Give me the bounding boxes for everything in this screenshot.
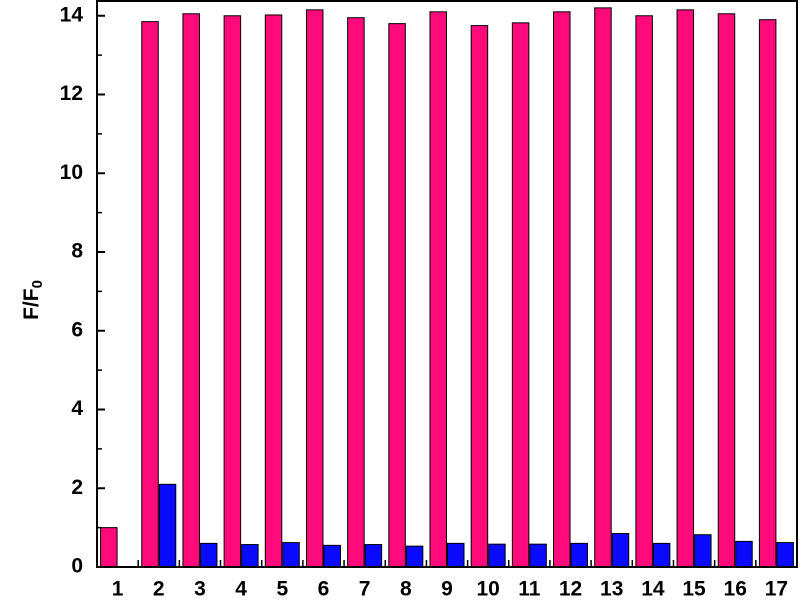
y-axis-label-main: F/F xyxy=(20,288,43,320)
bar xyxy=(594,7,612,568)
bar xyxy=(758,19,777,568)
bar xyxy=(429,11,447,568)
bar xyxy=(717,13,736,568)
bar xyxy=(447,542,465,568)
y-tick-label: 2 xyxy=(71,476,83,499)
bar xyxy=(511,22,530,568)
bar xyxy=(282,542,300,568)
x-tick-label: 14 xyxy=(641,578,665,601)
bar xyxy=(694,534,712,568)
bar xyxy=(347,17,365,568)
y-axis-label: F/F0 xyxy=(20,280,46,320)
y-tick-label: 14 xyxy=(60,3,84,26)
y-tick-label: 8 xyxy=(71,240,83,263)
x-tick-label: 3 xyxy=(194,578,206,601)
x-tick-label: 11 xyxy=(518,578,541,601)
x-tick-label: 6 xyxy=(318,578,330,601)
bar xyxy=(470,25,489,568)
bar xyxy=(553,11,571,568)
bar xyxy=(652,542,671,568)
bar xyxy=(323,544,341,568)
y-tick-label: 6 xyxy=(71,318,83,341)
bar xyxy=(264,14,283,568)
bar xyxy=(364,544,383,568)
y-tick-label: 12 xyxy=(60,82,83,105)
bar xyxy=(611,533,630,568)
bar xyxy=(529,543,547,568)
x-tick-label: 4 xyxy=(235,578,247,601)
bar xyxy=(676,9,695,568)
bar xyxy=(141,21,159,568)
x-tick-label: 15 xyxy=(682,578,706,601)
y-axis-label-subscript: 0 xyxy=(29,280,46,288)
bar xyxy=(488,543,506,568)
bar xyxy=(735,540,753,568)
x-tick-label: 16 xyxy=(724,578,747,601)
bar xyxy=(570,542,589,568)
bar xyxy=(388,23,406,568)
bar xyxy=(223,15,242,568)
bar xyxy=(405,545,424,568)
bar xyxy=(241,544,259,568)
bar xyxy=(635,15,653,568)
x-tick-label: 1 xyxy=(112,578,124,601)
x-tick-label: 2 xyxy=(153,578,165,601)
x-tick-label: 8 xyxy=(400,578,412,601)
bar xyxy=(182,13,200,568)
y-tick-label: 10 xyxy=(60,161,83,184)
x-tick-label: 10 xyxy=(476,578,499,601)
plot-frame xyxy=(96,0,798,568)
x-tick-label: 12 xyxy=(559,578,582,601)
bar xyxy=(158,483,177,568)
y-tick-label: 4 xyxy=(71,397,83,420)
y-tick-label: 0 xyxy=(71,555,83,578)
bar xyxy=(199,542,218,568)
x-tick-label: 17 xyxy=(765,578,788,601)
x-tick-label: 7 xyxy=(359,578,371,601)
bar xyxy=(305,9,324,568)
x-tick-label: 9 xyxy=(441,578,453,601)
bar xyxy=(100,527,118,568)
x-tick-label: 5 xyxy=(276,578,288,601)
bar xyxy=(776,542,794,568)
x-tick-label: 13 xyxy=(600,578,623,601)
